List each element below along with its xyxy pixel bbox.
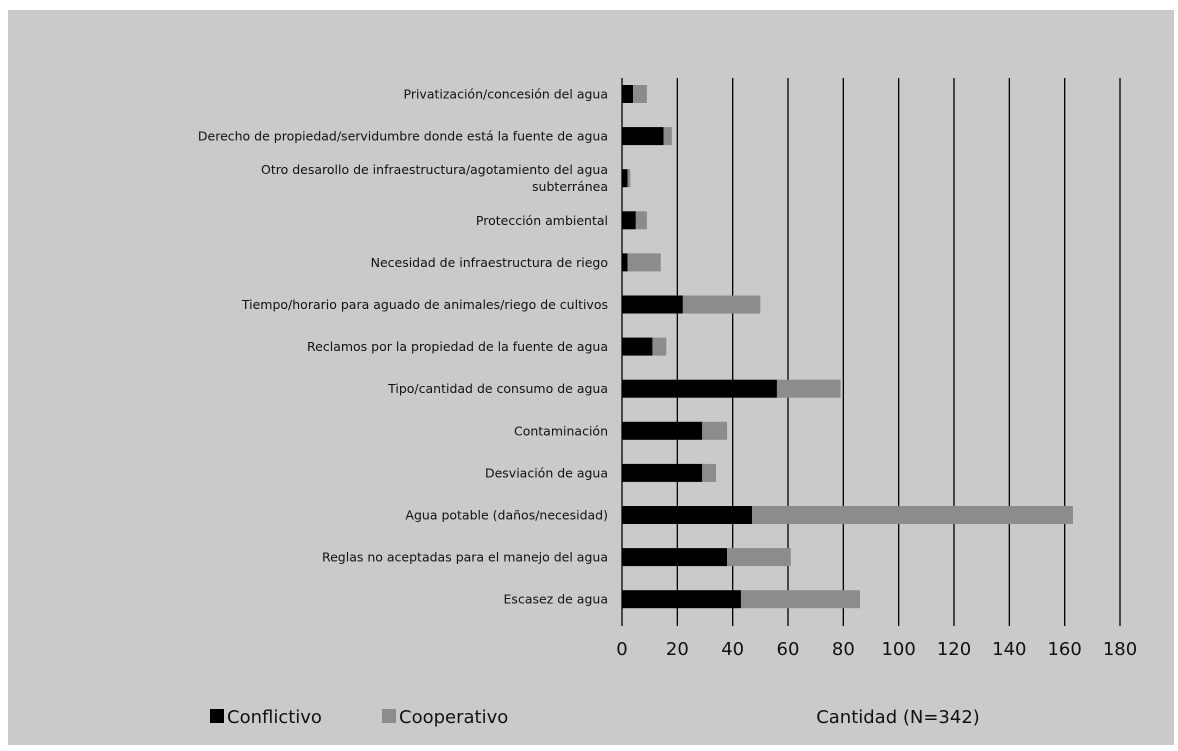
x-axis-title: Cantidad (N=342) <box>816 707 980 728</box>
category-label: Derecho de propiedad/servidumbre donde e… <box>198 129 608 144</box>
category-label: Otro desarollo de infraestructura/agotam… <box>261 162 608 177</box>
category-label: Tipo/cantidad de consumo de agua <box>387 381 608 396</box>
bar-conflictivo <box>622 463 703 482</box>
bar-conflictivo <box>622 211 636 230</box>
x-tick-label: 180 <box>1103 639 1137 660</box>
bar-cooperativo <box>702 463 717 482</box>
legend: Conflictivo Cooperativo <box>210 707 508 728</box>
x-tick-label: 40 <box>721 639 744 660</box>
x-tick-label: 140 <box>992 639 1026 660</box>
bar-conflictivo <box>622 127 664 146</box>
category-label: Reglas no aceptadas para el manejo del a… <box>322 550 608 565</box>
category-label: Protección ambiental <box>476 213 608 228</box>
bar-cooperativo <box>727 548 791 567</box>
legend-swatch-conflictivo <box>210 709 224 723</box>
bar-cooperativo <box>752 506 1073 524</box>
category-label: Tiempo/horario para aguado de animales/r… <box>241 297 608 312</box>
x-tick-labels: 0 20 40 60 80 100 120 140 160 180 <box>616 639 1137 660</box>
category-labels: Privatización/concesión del agua Derecho … <box>198 87 608 607</box>
bar-cooperativo <box>682 295 761 314</box>
bar-conflictivo <box>622 85 634 103</box>
x-tick-label: 160 <box>1047 639 1081 660</box>
bar-conflictivo <box>622 421 703 440</box>
bar-conflictivo <box>622 379 777 398</box>
x-tick-label: 60 <box>777 639 800 660</box>
bar-conflictivo <box>622 590 741 609</box>
bar-cooperativo <box>663 127 672 146</box>
x-tick-label: 120 <box>937 639 971 660</box>
category-label: Contaminación <box>514 423 608 438</box>
bar-conflictivo <box>622 506 753 524</box>
bar-conflictivo <box>622 169 628 188</box>
bar-cooperativo <box>740 590 860 609</box>
category-label: Reclamos por la propiedad de la fuente d… <box>307 339 608 354</box>
bar-cooperativo <box>776 379 841 398</box>
category-label: Privatización/concesión del agua <box>404 87 609 102</box>
bar-cooperativo <box>633 85 647 103</box>
bar-cooperativo <box>652 337 667 356</box>
bar-conflictivo <box>622 295 683 314</box>
grid-lines <box>621 78 1121 626</box>
category-label: Necesidad de infraestructura de riego <box>371 255 608 270</box>
x-tick-label: 0 <box>616 639 627 660</box>
bar-conflictivo <box>622 548 728 567</box>
category-label: Agua potable (daños/necesidad) <box>405 508 608 523</box>
category-label: Escasez de agua <box>504 592 608 607</box>
bars <box>622 85 1073 609</box>
bar-cooperativo <box>635 211 647 230</box>
x-tick-label: 100 <box>881 639 915 660</box>
bar-cooperativo <box>627 253 661 272</box>
bar-cooperativo <box>702 421 728 440</box>
chart-frame: Privatización/concesión del agua Derecho … <box>8 10 1174 745</box>
legend-swatch-cooperativo <box>382 709 396 723</box>
bar-conflictivo <box>622 253 628 272</box>
category-label: Desviación de agua <box>485 465 608 480</box>
legend-label-cooperativo: Cooperativo <box>399 707 508 728</box>
legend-label-conflictivo: Conflictivo <box>227 707 322 728</box>
bar-cooperativo <box>627 169 631 188</box>
x-tick-label: 80 <box>832 639 855 660</box>
stacked-bar-chart: Privatización/concesión del agua Derecho … <box>198 78 1137 728</box>
bar-conflictivo <box>622 337 653 356</box>
x-tick-label: 20 <box>666 639 689 660</box>
category-label: subterránea <box>532 179 608 194</box>
